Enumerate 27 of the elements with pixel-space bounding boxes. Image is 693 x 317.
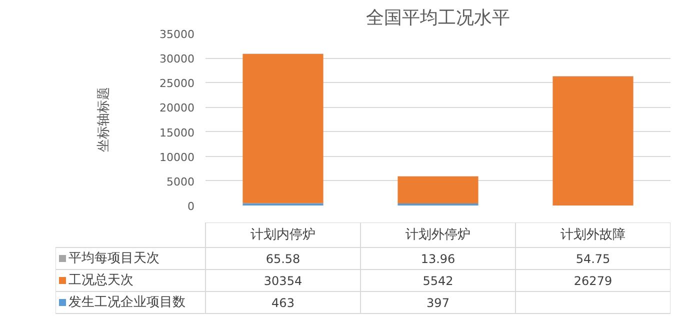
chart-title: 全国平均工况水平: [366, 8, 510, 28]
legend-label: 平均每项目天次: [68, 251, 160, 266]
y-tick-label: 25000: [160, 77, 195, 90]
y-axis-title: 坐标轴标题: [96, 87, 112, 152]
x-tick-label: 计划外故障: [560, 228, 626, 242]
y-tick-label: 35000: [160, 28, 195, 41]
y-tick-label: 30000: [160, 52, 195, 66]
x-tick-label: 计划内停炉: [250, 228, 316, 242]
data-label: 397: [426, 296, 450, 310]
data-label: 463: [272, 296, 294, 310]
y-tick-label: 20000: [160, 102, 195, 115]
bar: [242, 54, 324, 204]
y-tick-label: 10000: [160, 150, 195, 164]
x-tick-label: 计划外停炉: [406, 228, 470, 242]
bar: [552, 76, 634, 206]
legend-label: 工况总天次: [68, 273, 134, 288]
y-tick-label: 15000: [160, 126, 195, 140]
data-label: 13.96: [420, 252, 456, 266]
y-tick-label: 5000: [166, 175, 195, 188]
bar: [398, 176, 478, 204]
data-label: 26279: [574, 274, 612, 288]
data-label: 65.58: [266, 252, 300, 266]
legend-label: 发生工况企业项目数: [68, 295, 186, 310]
data-label: 30354: [264, 274, 302, 288]
y-tick-label: 0: [188, 200, 194, 213]
data-label: 5542: [422, 274, 454, 288]
data-label: 54.75: [576, 252, 610, 266]
